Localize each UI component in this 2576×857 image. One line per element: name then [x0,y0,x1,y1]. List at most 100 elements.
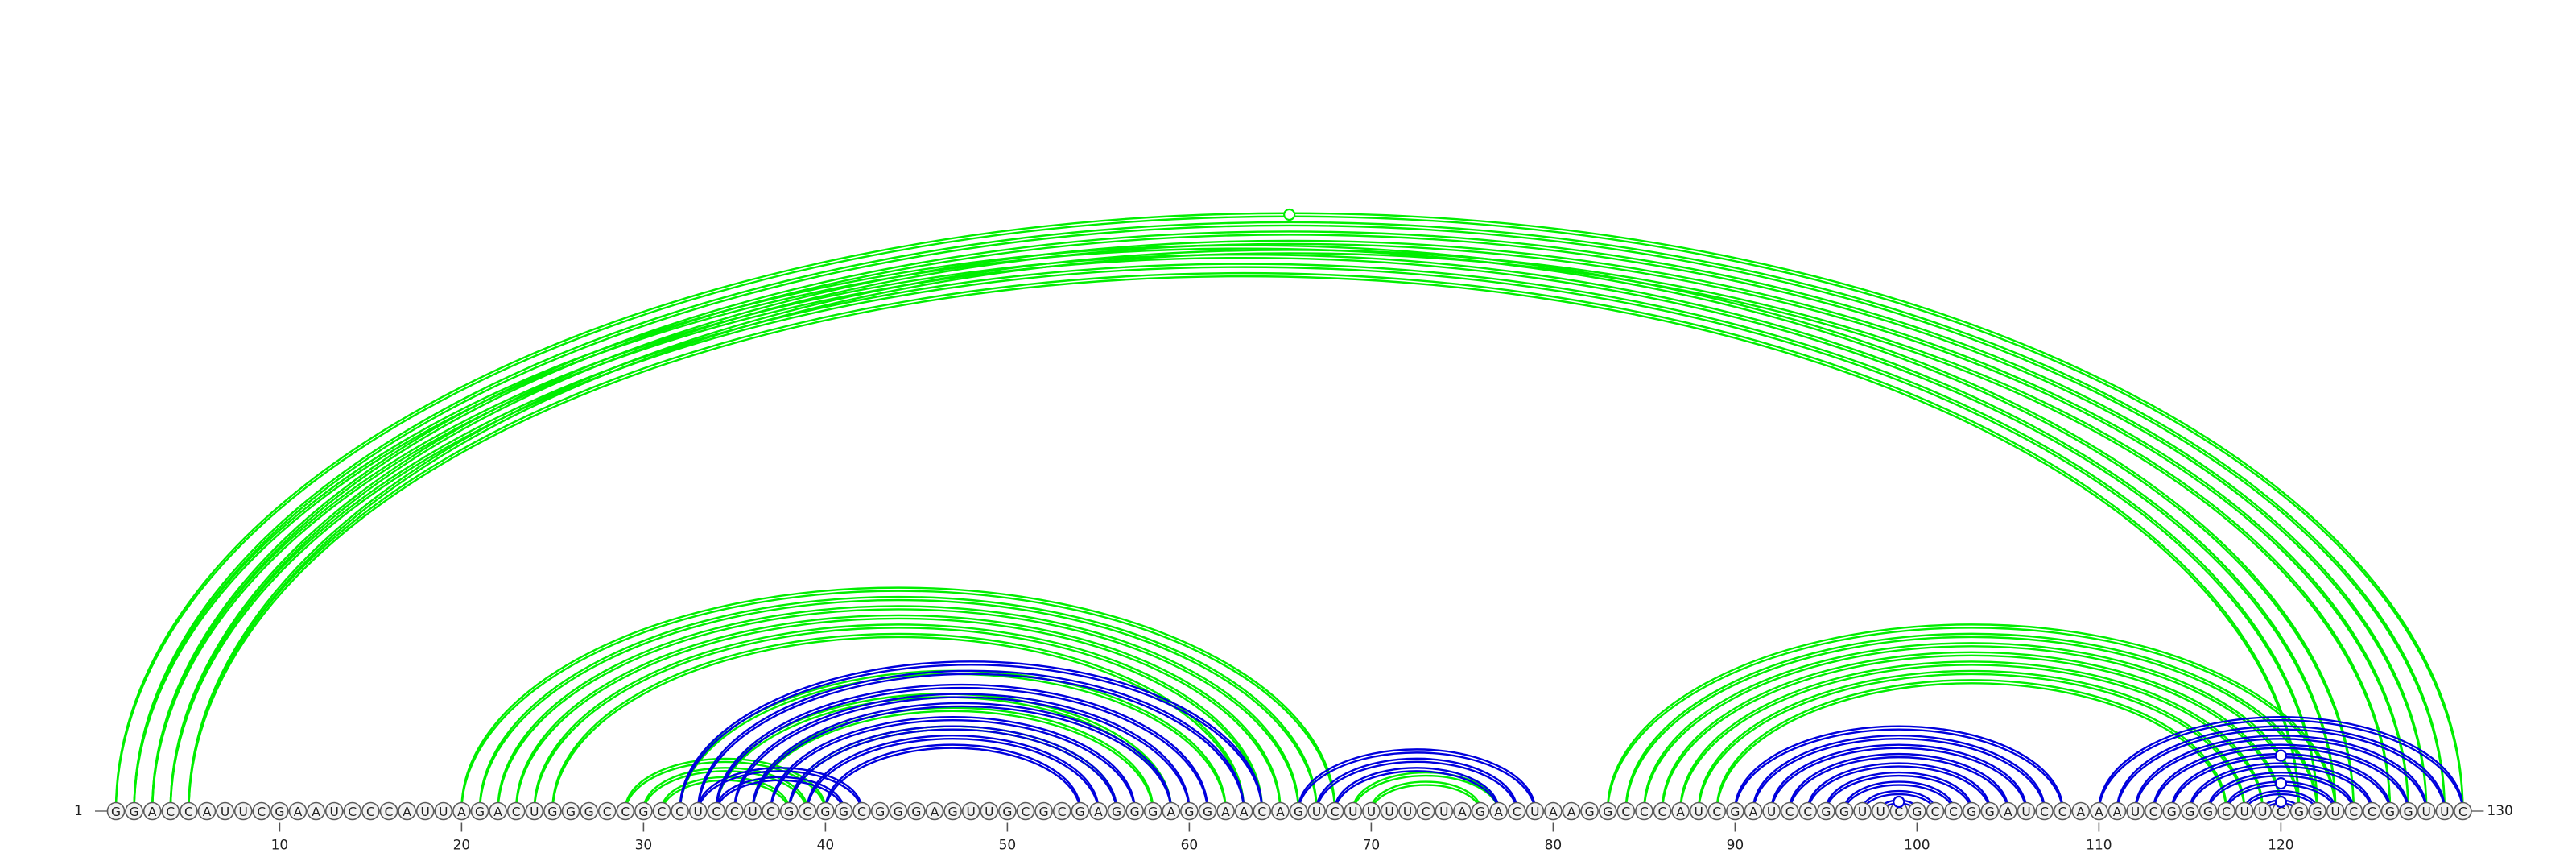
nucleotide-circle [2326,801,2345,821]
nucleotide-circle [2363,801,2381,821]
nucleotide-circle [652,801,671,821]
nucleotide-circle [361,801,380,821]
base-pair-arc-b [1752,737,2046,814]
nucleotide-letter: C [766,805,775,819]
nucleotide-letter: G [1912,805,1922,819]
nucleotide-circle [1544,801,1563,821]
nucleotide-circle [870,801,890,821]
nucleotide: G [634,801,653,821]
nucleotide: C [1416,801,1435,821]
base-pair-arc-a [533,623,1263,810]
base-pair-arc-a [188,252,2392,814]
nucleotide-letter: C [1712,805,1721,819]
nucleotide-circle [142,801,162,821]
nucleotide-circle [1216,801,1235,821]
base-pair-arc-b [1315,757,1518,810]
arc-apex-marker [2274,776,2287,790]
nucleotide-circle [2454,801,2472,821]
nucleotide-circle [1780,801,1799,821]
nucleotide: G [943,801,962,821]
nucleotide-letter: U [1858,805,1867,819]
nucleotide: A [1453,801,1472,821]
nucleotide: U [1689,801,1708,821]
nucleotide: A [307,801,325,821]
nucleotide-letter: U [1367,805,1376,819]
base-pair-arc-a [151,230,2428,810]
nucleotide-letter: G [1476,805,1485,819]
nucleotide: C [725,801,744,821]
nucleotide-circle [2090,801,2108,821]
nucleotide-circle [1143,801,1162,821]
nucleotide-letter: U [967,805,976,819]
arc-apex-marker [2274,795,2287,809]
nucleotide: G [543,801,562,821]
nucleotide: A [398,801,416,821]
nucleotide: A [1562,801,1581,821]
nucleotide-circle [270,801,289,821]
tick-label: 30 [635,838,653,854]
nucleotide-letter: U [2258,805,2267,819]
nucleotide-letter: C [2458,805,2467,819]
nucleotide-circle [2017,801,2036,821]
nucleotide-circle [2380,801,2400,821]
base-pair-arc-b [1789,756,2009,814]
nucleotide-circle [580,801,598,821]
nucleotide-letter: U [239,805,248,819]
base-pair-arc-a [642,770,808,814]
nucleotide-letter: C [1949,805,1958,819]
nucleotide-letter: U [2240,805,2249,819]
nucleotide-circle [379,801,398,821]
nucleotide-circle [671,801,689,821]
nucleotide: A [1489,801,1508,821]
nucleotide-circle [834,801,853,821]
ticks-layer: 10 20 30 40 50 60 70 80 90 100 110 120 [271,822,2294,854]
nucleotide-circle [1762,801,1781,821]
base-pair-arc-b [1806,765,1991,814]
nucleotide-circle [2071,801,2091,821]
nucleotide-letter: A [1094,805,1103,819]
nucleotide: A [1999,801,2017,821]
nucleotide-letter: C [2040,805,2049,819]
nucleotide-letter: G [1002,805,1012,819]
nucleotide: C [2363,801,2381,821]
nucleotide-letter: A [203,805,212,819]
nucleotide-letter: C [2277,805,2285,819]
nucleotide-letter: G [1585,805,1595,819]
nucleotide: G [1471,801,1490,821]
tick-label: 80 [1545,838,1563,854]
nucleotide-circle [1835,801,1854,821]
nucleotide-letter: C [621,805,630,819]
nucleotide-letter: C [184,805,193,819]
nucleotide: A [1544,801,1563,821]
nucleotide-letter: G [2167,805,2177,819]
nucleotide: G [2308,801,2326,821]
nucleotide-circle [2344,801,2363,821]
nucleotide: G [1289,801,1308,821]
base-pair-arc-b [751,705,1172,814]
base-pair-arc-a [133,244,2355,810]
nucleotide-letter: C [257,805,266,819]
nucleotide: U [1380,801,1399,821]
nucleotide-letter: C [1640,805,1649,819]
nucleotide-letter: U [421,805,430,819]
nucleotide-letter: G [1967,805,1976,819]
nucleotide: C [379,801,398,821]
nucleotide-letter: U [1530,805,1539,819]
nucleotide-circle [1089,801,1108,821]
nucleotide: G [998,801,1017,821]
base-pair-arc-a [169,239,2409,810]
nucleotide-letter: A [2095,805,2103,819]
nucleotide: A [1671,801,1690,821]
nucleotide-circle [2198,801,2218,821]
nucleotide: G [834,801,853,821]
nucleotide-circle [1635,801,1653,821]
base-pair-arc-a [551,632,1245,810]
nucleotide-circle [216,801,234,821]
nucleotide-letter: C [2058,805,2067,819]
nucleotide-circle [2162,801,2182,821]
base-pair-arc-b [2207,771,2355,810]
nucleotide-circle [1525,801,1545,821]
nucleotide-letter: U [1767,805,1776,819]
nucleotide-letter: G [1130,805,1140,819]
